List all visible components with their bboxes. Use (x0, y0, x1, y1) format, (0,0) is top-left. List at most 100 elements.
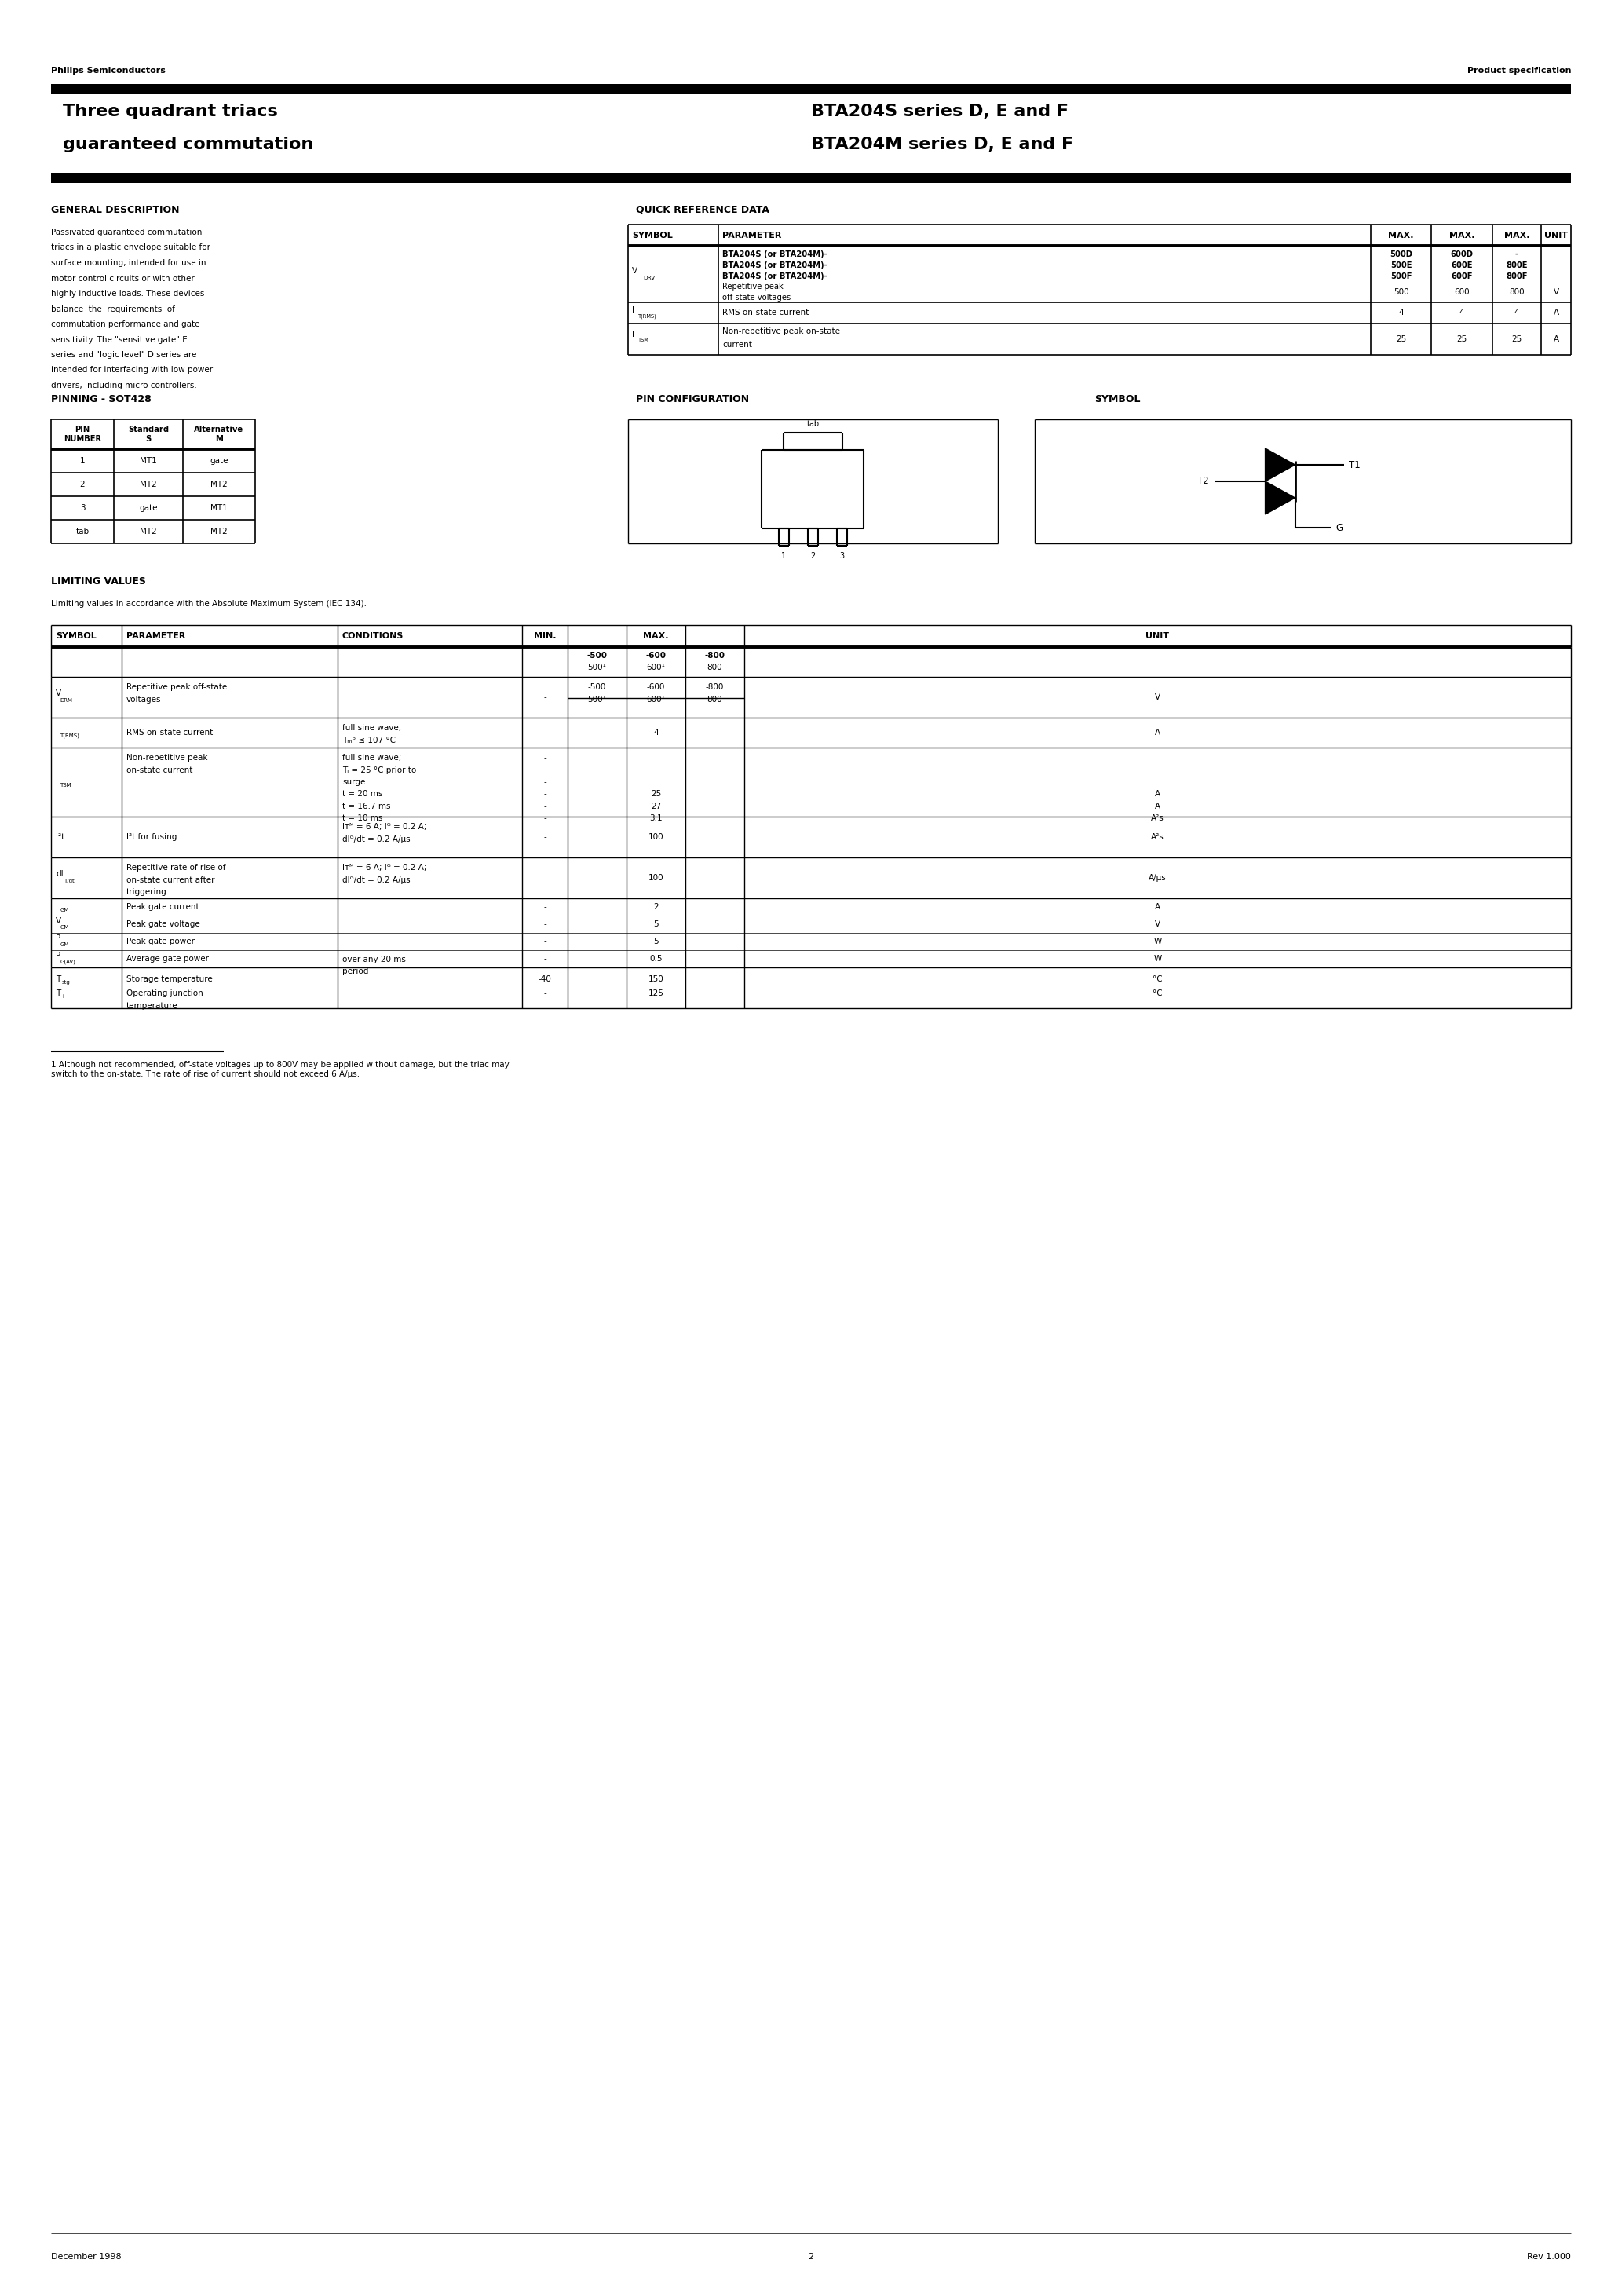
Text: t = 10 ms: t = 10 ms (342, 815, 383, 822)
Text: MT2: MT2 (211, 528, 227, 535)
Text: 25: 25 (1397, 335, 1406, 342)
Text: 500: 500 (1393, 289, 1408, 296)
Text: off-state voltages: off-state voltages (722, 294, 792, 301)
Text: -: - (543, 790, 547, 799)
Text: I²t for fusing: I²t for fusing (127, 833, 177, 840)
Text: -600: -600 (647, 684, 665, 691)
Text: PARAMETER: PARAMETER (127, 631, 185, 641)
Text: stg: stg (62, 980, 70, 985)
Text: GM: GM (60, 941, 68, 946)
Text: t = 20 ms: t = 20 ms (342, 790, 383, 799)
Text: MAX.: MAX. (1448, 232, 1474, 239)
Text: dI: dI (55, 870, 63, 877)
Text: -: - (543, 937, 547, 946)
Text: -: - (543, 753, 547, 762)
Text: -: - (543, 990, 547, 996)
Text: PARAMETER: PARAMETER (722, 232, 782, 239)
Text: PIN CONFIGURATION: PIN CONFIGURATION (636, 395, 749, 404)
Text: 125: 125 (649, 990, 663, 996)
Text: BTA204S (or BTA204M)-: BTA204S (or BTA204M)- (722, 273, 827, 280)
Text: highly inductive loads. These devices: highly inductive loads. These devices (50, 289, 204, 298)
Text: 25: 25 (650, 790, 662, 799)
Text: 25: 25 (1512, 335, 1521, 342)
Text: UNIT: UNIT (1544, 232, 1568, 239)
Text: UNIT: UNIT (1145, 631, 1169, 641)
Text: TSM: TSM (60, 783, 71, 788)
Text: Alternative
M: Alternative M (195, 425, 243, 443)
Text: T(RMS): T(RMS) (60, 732, 79, 739)
Text: -: - (543, 815, 547, 822)
Text: 500E: 500E (1390, 262, 1411, 269)
Text: Standard
S: Standard S (128, 425, 169, 443)
Text: DRV: DRV (644, 276, 655, 280)
Text: PINNING - SOT428: PINNING - SOT428 (50, 395, 151, 404)
Text: 600F: 600F (1452, 273, 1473, 280)
Text: triggering: triggering (127, 889, 167, 895)
Text: BTA204S series D, E and F: BTA204S series D, E and F (811, 103, 1069, 119)
Text: SYMBOL: SYMBOL (1095, 395, 1140, 404)
Text: MIN.: MIN. (534, 631, 556, 641)
Text: V: V (633, 266, 637, 276)
Text: 2: 2 (79, 480, 84, 489)
Text: SYMBOL: SYMBOL (633, 232, 673, 239)
Text: Repetitive peak: Repetitive peak (722, 282, 783, 292)
Text: 800: 800 (707, 664, 722, 670)
Text: Three quadrant triacs: Three quadrant triacs (63, 103, 277, 119)
Text: Non-repetitive peak on-state: Non-repetitive peak on-state (722, 328, 840, 335)
Text: sensitivity. The "sensitive gate" E: sensitivity. The "sensitive gate" E (50, 335, 188, 344)
Text: -: - (543, 804, 547, 810)
Text: -: - (543, 902, 547, 912)
Text: I: I (633, 331, 634, 338)
Text: I: I (55, 726, 58, 732)
Text: A/µs: A/µs (1148, 875, 1166, 882)
Text: Passivated guaranteed commutation: Passivated guaranteed commutation (50, 230, 203, 236)
Text: Tₘᵇ ≤ 107 °C: Tₘᵇ ≤ 107 °C (342, 737, 396, 744)
Text: 5: 5 (654, 921, 659, 928)
Text: A²s: A²s (1152, 815, 1165, 822)
Text: 4: 4 (1398, 310, 1403, 317)
Text: TSM: TSM (639, 338, 649, 342)
Text: guaranteed commutation: guaranteed commutation (63, 138, 313, 152)
Text: MT2: MT2 (211, 480, 227, 489)
Text: 100: 100 (649, 833, 663, 840)
Text: 600: 600 (1455, 289, 1470, 296)
Text: T2: T2 (1197, 475, 1208, 487)
Text: Philips Semiconductors: Philips Semiconductors (50, 67, 165, 73)
Text: GM: GM (60, 907, 68, 912)
Text: W: W (1153, 955, 1161, 962)
Text: GENERAL DESCRIPTION: GENERAL DESCRIPTION (50, 204, 180, 216)
Text: -500: -500 (587, 652, 607, 659)
Text: MAX.: MAX. (1504, 232, 1530, 239)
Text: 500F: 500F (1390, 273, 1411, 280)
Text: Non-repetitive peak: Non-repetitive peak (127, 753, 208, 762)
Text: drivers, including micro controllers.: drivers, including micro controllers. (50, 381, 196, 390)
Text: PIN
NUMBER: PIN NUMBER (63, 425, 101, 443)
Text: P: P (55, 934, 60, 941)
Text: 1: 1 (79, 457, 84, 464)
Text: -600: -600 (646, 652, 667, 659)
Text: A: A (1155, 902, 1160, 912)
Text: -500: -500 (587, 684, 607, 691)
Text: 600¹: 600¹ (647, 664, 665, 670)
Text: 500D: 500D (1390, 250, 1413, 259)
Text: BTA204S (or BTA204M)-: BTA204S (or BTA204M)- (722, 262, 827, 269)
Text: dIᴳ/dt = 0.2 A/µs: dIᴳ/dt = 0.2 A/µs (342, 836, 410, 843)
Text: 25: 25 (1457, 335, 1466, 342)
Text: on-state current: on-state current (127, 767, 193, 774)
Text: I: I (633, 305, 634, 315)
Text: RMS on-state current: RMS on-state current (127, 728, 212, 737)
Text: 1: 1 (782, 551, 787, 560)
Text: BTA204M series D, E and F: BTA204M series D, E and F (811, 138, 1074, 152)
Text: Operating junction: Operating junction (127, 990, 203, 996)
Text: V: V (1155, 693, 1160, 700)
Text: A²s: A²s (1152, 833, 1165, 840)
Text: commutation performance and gate: commutation performance and gate (50, 321, 200, 328)
Text: -: - (1515, 250, 1518, 259)
Text: A: A (1155, 728, 1160, 737)
Text: 0.5: 0.5 (649, 955, 662, 962)
Text: G: G (1337, 523, 1343, 533)
Text: 100: 100 (649, 875, 663, 882)
Text: full sine wave;: full sine wave; (342, 753, 402, 762)
Text: G(AV): G(AV) (60, 960, 76, 964)
Text: dIᴳ/dt = 0.2 A/µs: dIᴳ/dt = 0.2 A/µs (342, 875, 410, 884)
